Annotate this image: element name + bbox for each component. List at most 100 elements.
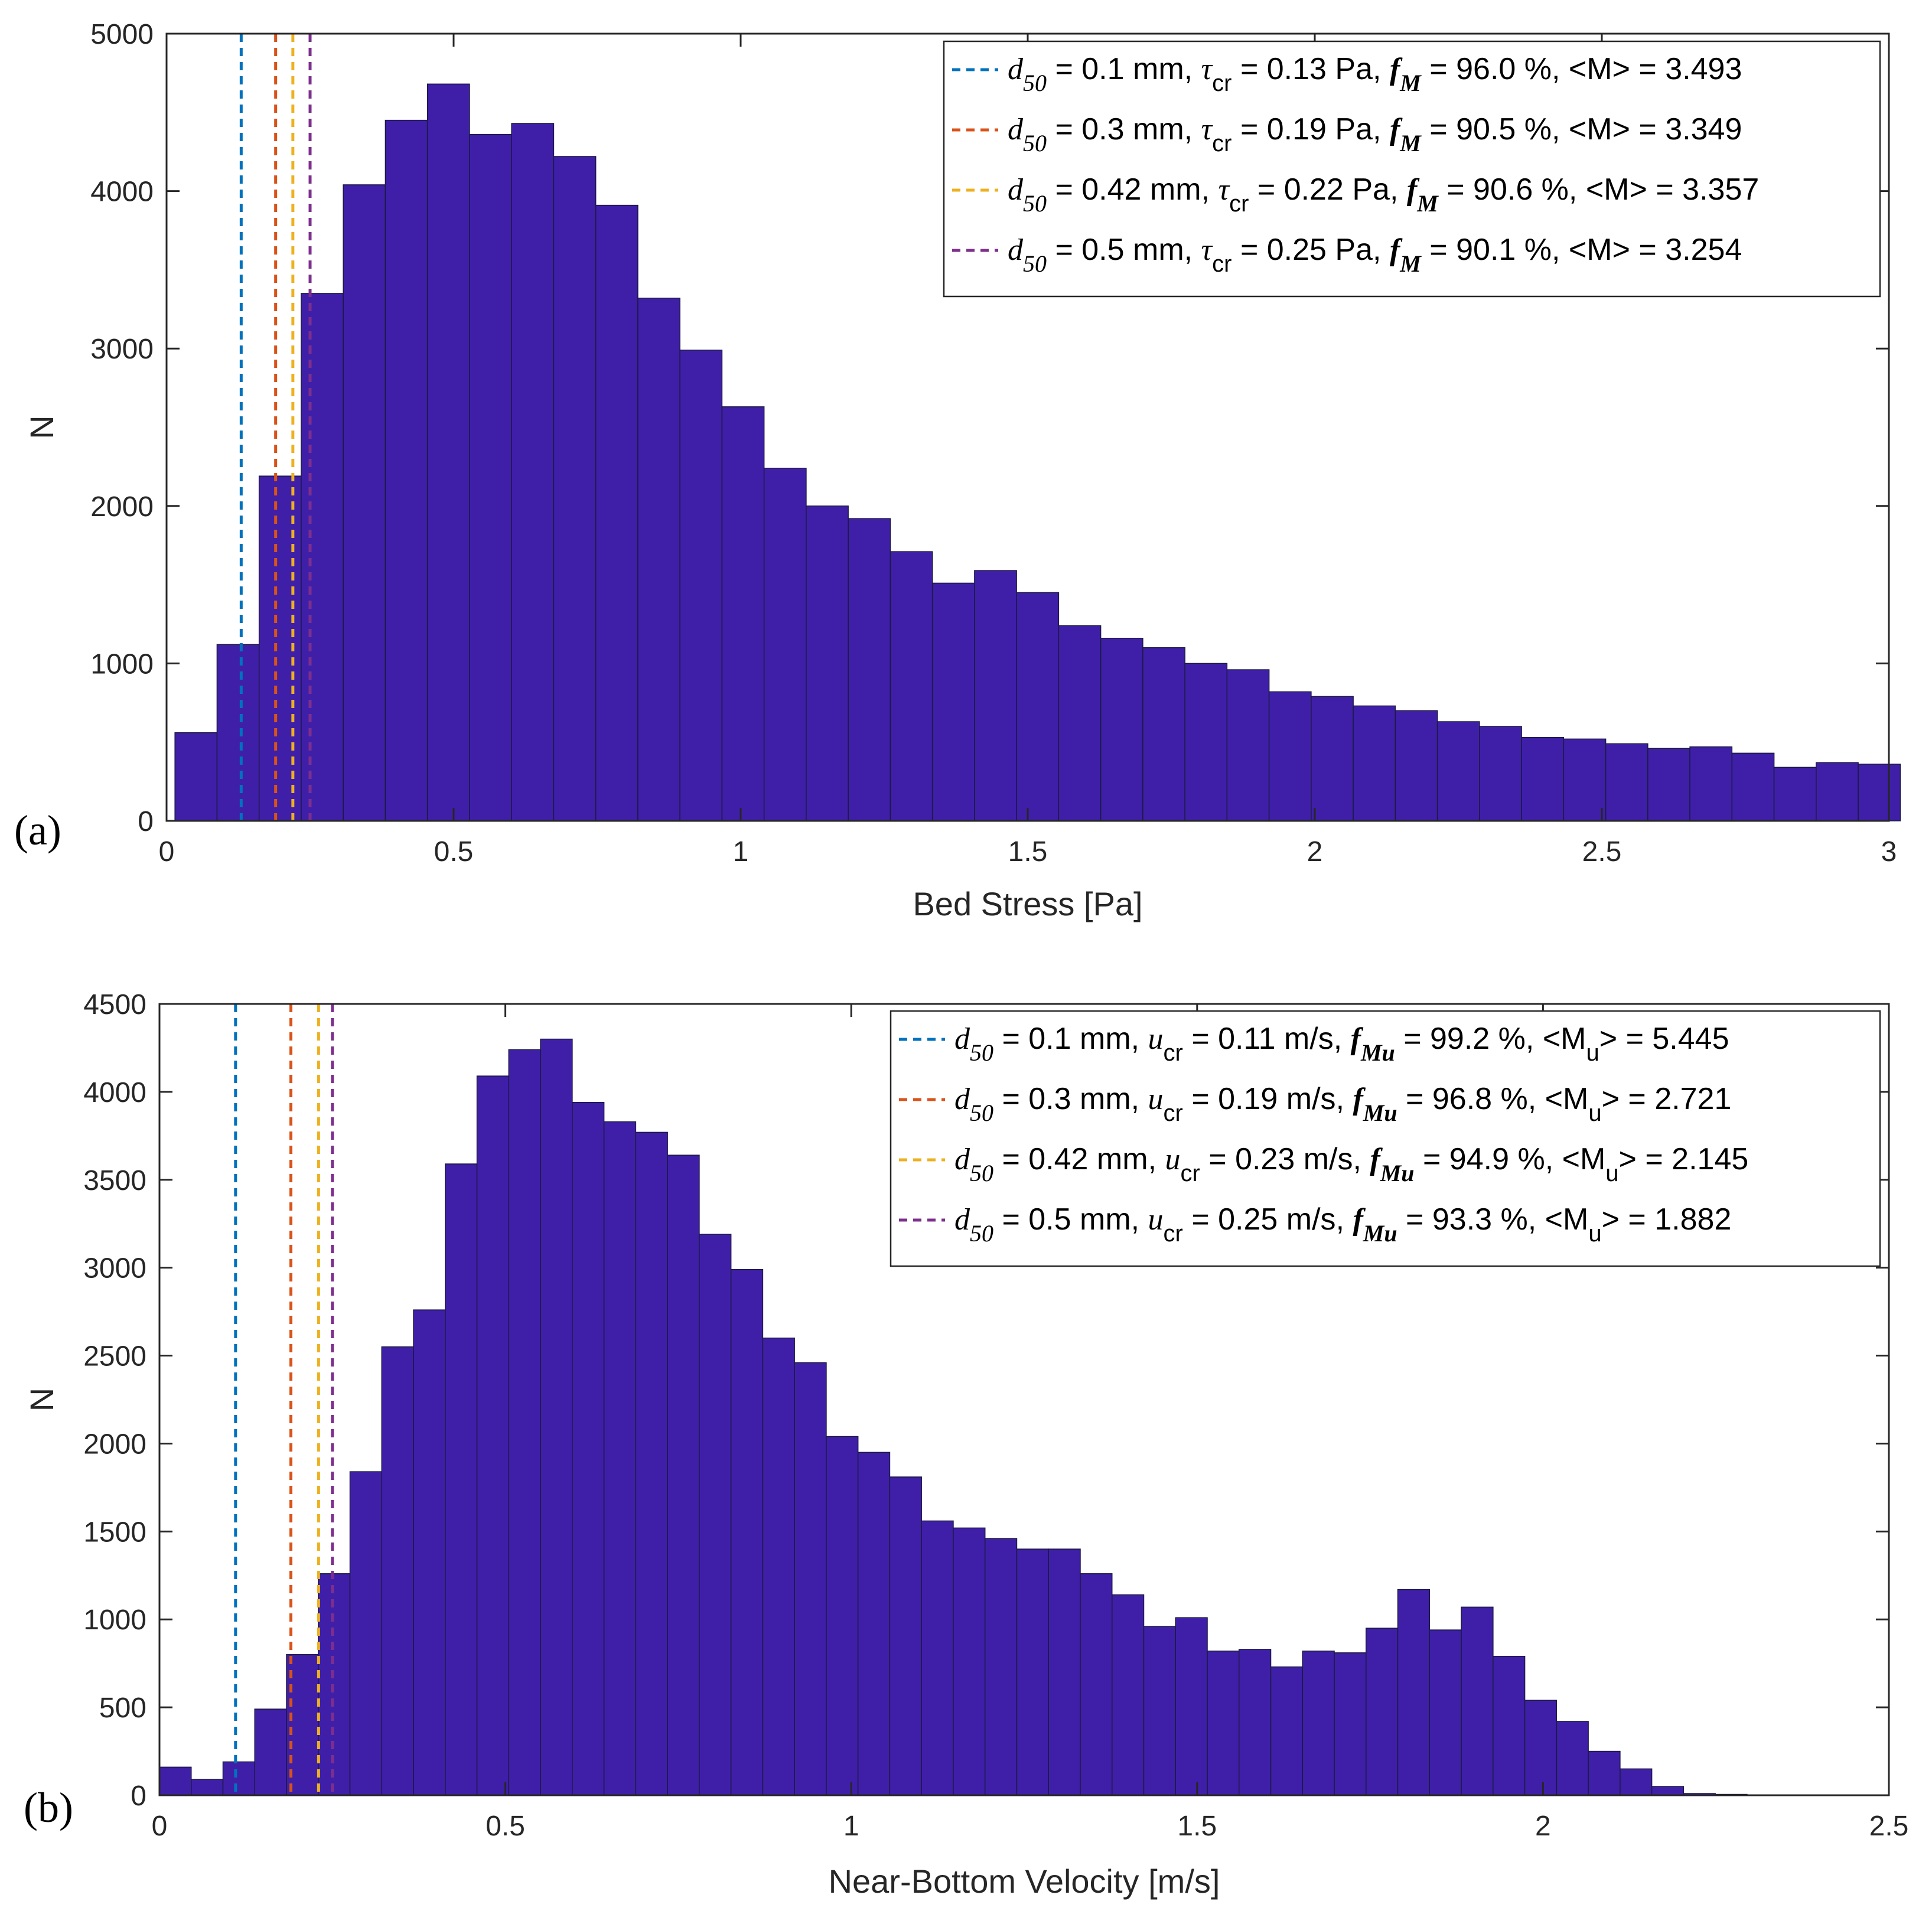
y-tick-label: 2500 (83, 1341, 146, 1372)
threshold-lines-b (234, 1004, 334, 1795)
histogram-bar (921, 1520, 954, 1796)
histogram-bar (1588, 1750, 1621, 1796)
legend-box (890, 1010, 1881, 1267)
histogram-bar (222, 1761, 256, 1796)
histogram-bar (1207, 1651, 1240, 1796)
y-tick-label: 500 (99, 1692, 146, 1724)
legend-b: d50 = 0.1 mm, ucr = 0.11 m/s, fMu = 99.2… (890, 1010, 1881, 1267)
y-ticks-b: 0 500 1000 1500 2000 2500 3000 3500 4000 4500 (83, 989, 1889, 1812)
y-tick-label: 1000 (90, 648, 154, 680)
axes-box-b (158, 1003, 1890, 1796)
histogram-bar (1620, 1768, 1653, 1796)
histogram-bar (679, 350, 723, 821)
panel-label-b: (b) (24, 1784, 73, 1831)
histogram-bar (1524, 1700, 1558, 1796)
histogram-bar (667, 1155, 700, 1796)
histogram-bar (857, 1452, 891, 1796)
histogram-bar (174, 732, 218, 821)
histogram-bar (469, 133, 512, 821)
histogram-bar (762, 1338, 795, 1796)
histogram-bar (413, 1309, 446, 1796)
legend-entry: d50 = 0.5 mm, ucr = 0.25 m/s, fMu = 93.3… (954, 1202, 1731, 1247)
histogram-bar (258, 475, 302, 821)
y-tick-label: 0 (131, 1780, 146, 1812)
histogram-bar (349, 1471, 383, 1796)
histogram-bar (730, 1268, 764, 1796)
histogram-bar (848, 518, 891, 821)
histogram-bar (1647, 748, 1690, 821)
histogram-bar (1111, 1594, 1145, 1796)
chart-b-near-bottom-velocity: 0 0.5 1 1.5 2 2.5 0 500 1000 1500 2000 2500 3000 3500… (23, 989, 1908, 1900)
histogram-bar (191, 1779, 224, 1796)
histogram-bar (806, 506, 849, 821)
x-tick-label: 1.5 (1008, 836, 1048, 868)
bars-a (174, 83, 1901, 821)
histogram-bar (721, 406, 765, 821)
histogram-bar (953, 1527, 986, 1796)
bars-b (159, 1038, 1748, 1796)
legend-entry: d50 = 0.3 mm, τcr = 0.19 Pa, fM = 90.5 %… (1008, 112, 1742, 156)
histogram-bar (1175, 1617, 1208, 1796)
histogram-bar (572, 1102, 605, 1796)
histogram-bar (763, 468, 807, 821)
histogram-bar (1731, 752, 1775, 821)
histogram-bar (1429, 1629, 1462, 1796)
histogram-bar (1773, 767, 1817, 821)
histogram-bar (699, 1234, 732, 1796)
x-tick-label: 0 (159, 836, 175, 868)
chart-a-bed-stress: 0 0.5 1 1.5 2 2.5 3 0 1000 2000 3000 4000 5000 Bed St… (14, 19, 1901, 922)
x-ticks-b: 0 0.5 1 1.5 2 2.5 (152, 1004, 1909, 1842)
y-axis-label-b: N (23, 1388, 60, 1411)
x-tick-label: 2.5 (1582, 836, 1622, 868)
legend-entry: d50 = 0.42 mm, τcr = 0.22 Pa, fM = 90.6 … (1008, 172, 1759, 217)
histogram-bar (603, 1121, 637, 1796)
histogram-bar (1353, 705, 1396, 821)
histogram-bar (1302, 1651, 1335, 1796)
histogram-bar (931, 582, 975, 821)
histogram-bar (381, 1346, 414, 1796)
histogram-bar (553, 156, 597, 821)
histogram-bar (1436, 721, 1480, 821)
legend-box (943, 40, 1881, 298)
x-tick-label: 1 (843, 1811, 859, 1842)
histogram-bar (984, 1538, 1018, 1796)
histogram-bar (343, 184, 386, 821)
x-tick-label: 0.5 (486, 1811, 525, 1842)
histogram-bar (318, 1573, 351, 1796)
histogram-bar (1058, 625, 1102, 821)
histogram-bar (595, 204, 638, 821)
histogram-bar (254, 1708, 287, 1796)
histogram-bar (426, 83, 470, 821)
histogram-bar (385, 119, 428, 821)
histogram-bar (1226, 669, 1270, 821)
histogram-bar (1016, 592, 1060, 821)
histogram-bar (1521, 736, 1565, 821)
x-tick-label: 3 (1881, 836, 1897, 868)
histogram-bar (1016, 1548, 1049, 1796)
y-tick-label: 1000 (83, 1605, 146, 1636)
y-tick-label: 4000 (83, 1077, 146, 1108)
histogram-bar (445, 1163, 478, 1796)
histogram-bar (511, 123, 555, 821)
histogram-bar (794, 1362, 827, 1796)
x-tick-label: 2 (1535, 1811, 1551, 1842)
histogram-bar (1366, 1628, 1399, 1796)
y-tick-label: 3500 (83, 1165, 146, 1196)
y-tick-label: 4500 (83, 989, 146, 1020)
histogram-bar (1143, 1626, 1177, 1796)
x-tick-label: 1.5 (1177, 1811, 1217, 1842)
x-tick-label: 2.5 (1869, 1811, 1909, 1842)
histogram-bar (1493, 1656, 1526, 1796)
y-tick-label: 2000 (90, 491, 154, 523)
histogram-bar (1142, 647, 1185, 821)
y-tick-label: 4000 (90, 177, 154, 208)
histogram-bar (1858, 764, 1901, 821)
y-ticks-a: 0 1000 2000 3000 4000 5000 (90, 19, 1889, 837)
legend-a: d50 = 0.1 mm, τcr = 0.13 Pa, fM = 96.0 %… (943, 40, 1881, 298)
legend-entry: d50 = 0.5 mm, τcr = 0.25 Pa, fM = 90.1 %… (1008, 233, 1742, 277)
y-tick-label: 1500 (83, 1517, 146, 1548)
panel-label-a: (a) (14, 807, 61, 854)
histogram-bar (1395, 710, 1438, 821)
histogram-bar (826, 1436, 859, 1796)
histogram-bar (1239, 1649, 1272, 1796)
